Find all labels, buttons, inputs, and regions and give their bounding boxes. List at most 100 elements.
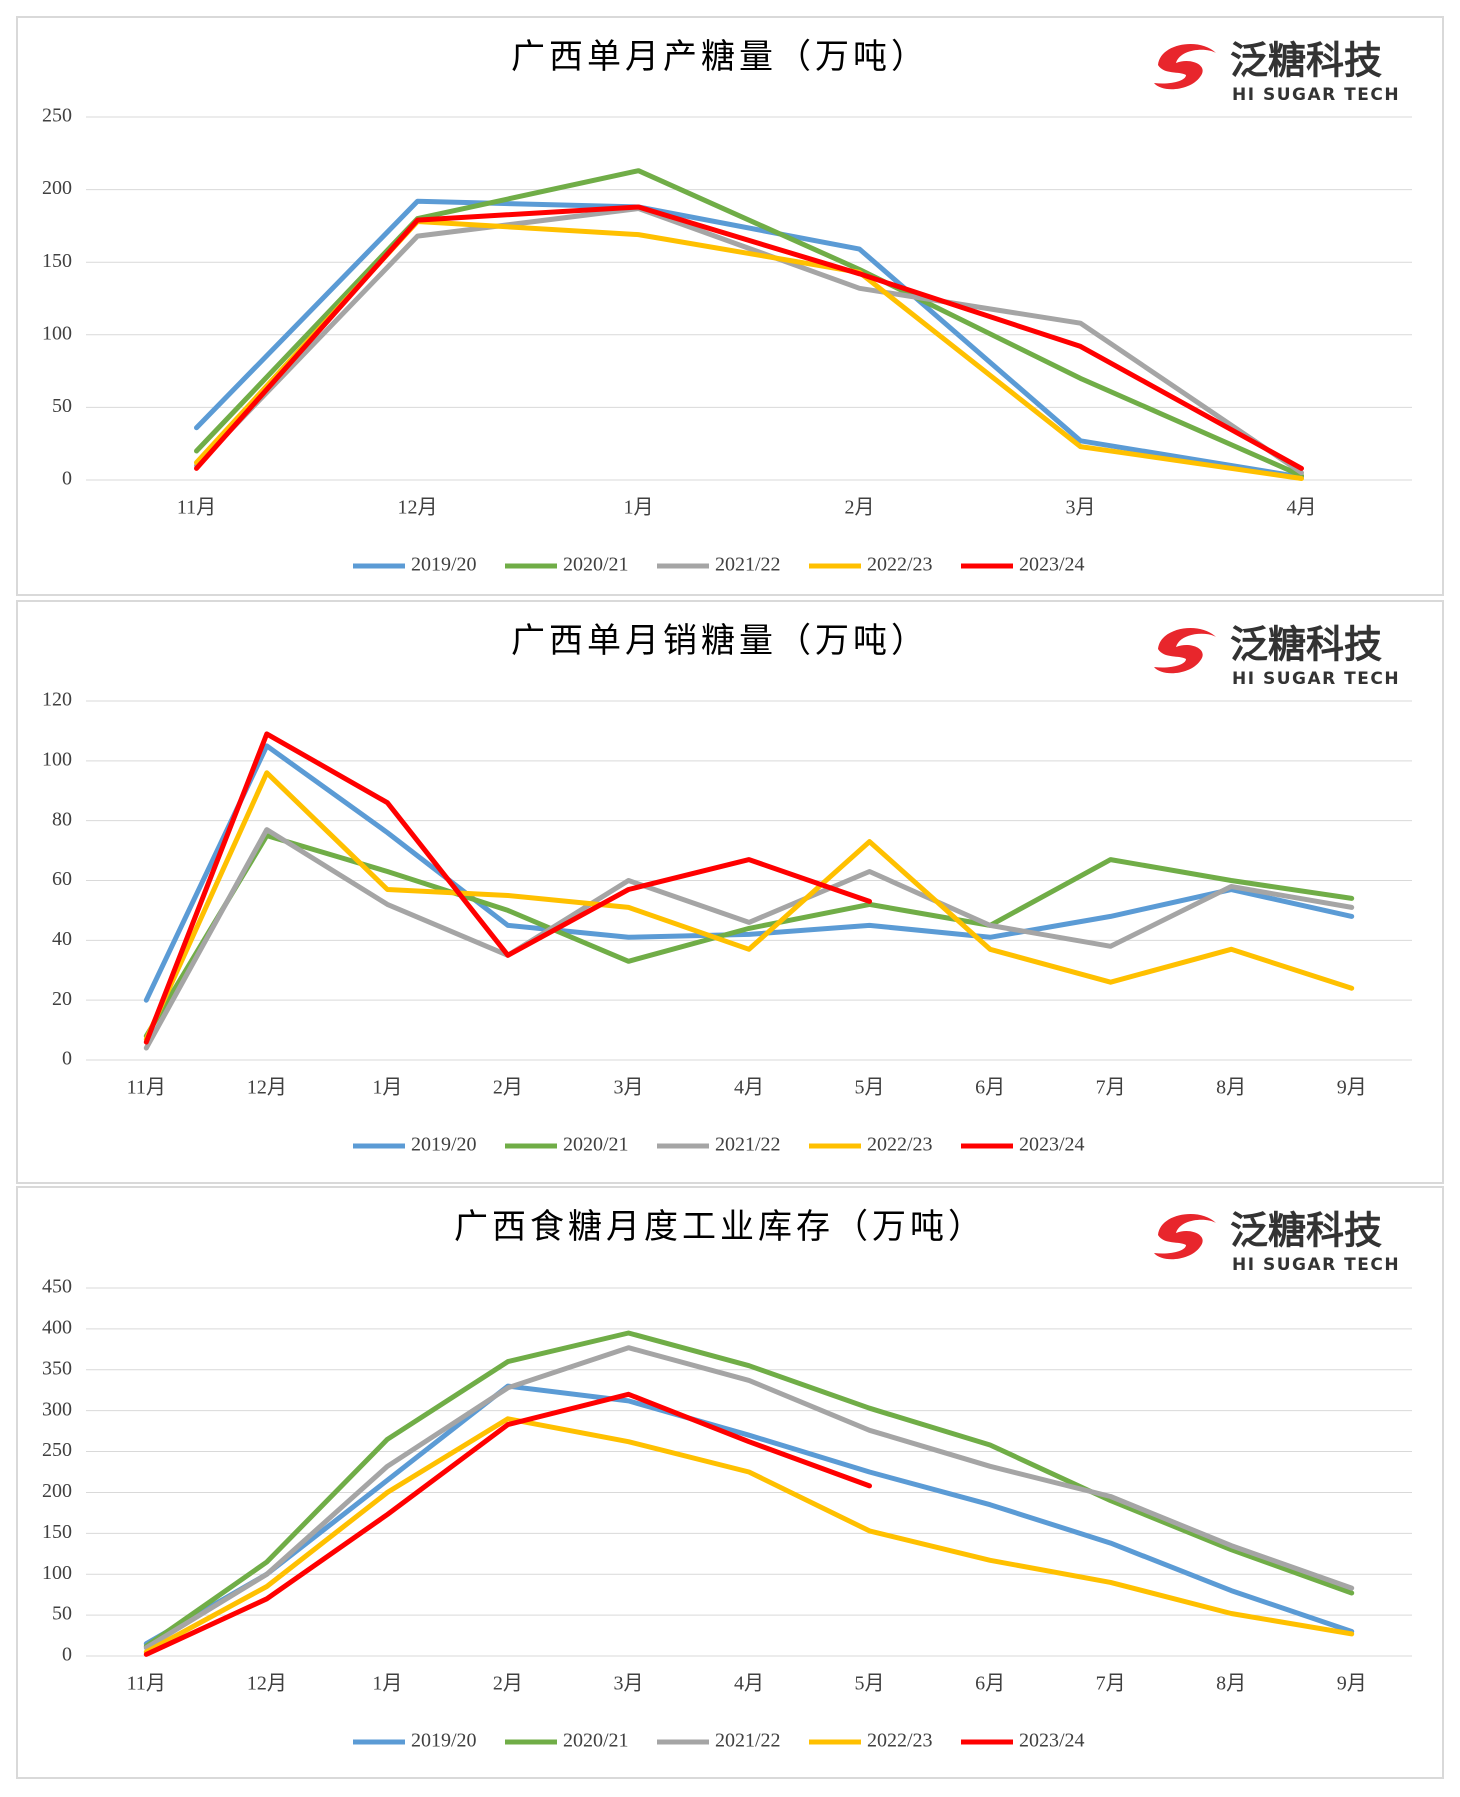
x-tick-label: 7月 xyxy=(1096,1077,1126,1099)
logo-subtext: HI SUGAR TECH xyxy=(1232,669,1400,689)
series-line xyxy=(143,1345,1355,1651)
x-tick-label: 4月 xyxy=(734,1673,764,1695)
x-tick-label: 5月 xyxy=(855,1673,885,1695)
x-tick-label: 1月 xyxy=(624,497,654,519)
y-tick-label: 20 xyxy=(52,988,72,1010)
x-tick-label: 12月 xyxy=(247,1077,287,1099)
logo-subtext: HI SUGAR TECH xyxy=(1232,1255,1400,1275)
legend-label: 2020/21 xyxy=(563,554,629,576)
x-tick-label: 3月 xyxy=(613,1077,643,1099)
y-tick-label: 100 xyxy=(42,1562,72,1584)
x-tick-label: 12月 xyxy=(247,1673,287,1695)
y-tick-label: 0 xyxy=(62,1048,72,1070)
series-line xyxy=(194,168,1304,479)
y-tick-label: 50 xyxy=(52,395,72,417)
x-tick-label: 1月 xyxy=(372,1077,402,1099)
x-tick-label: 11月 xyxy=(127,1077,166,1099)
x-tick-label: 1月 xyxy=(372,1673,402,1695)
chart-border xyxy=(16,16,1444,596)
x-tick-label: 4月 xyxy=(1287,497,1317,519)
logo-text: 泛糖科技 xyxy=(1230,39,1382,83)
y-tick-label: 60 xyxy=(52,868,72,890)
legend-label: 2022/23 xyxy=(867,1134,933,1156)
x-tick-label: 4月 xyxy=(734,1077,764,1099)
logo-icon xyxy=(1154,627,1216,674)
y-tick-label: 100 xyxy=(42,748,72,770)
series-line xyxy=(143,1416,1355,1655)
legend-label: 2020/21 xyxy=(563,1730,629,1752)
x-tick-label: 3月 xyxy=(1066,497,1096,519)
y-tick-label: 120 xyxy=(42,689,72,711)
y-tick-label: 80 xyxy=(52,808,72,830)
chart-title: 广西食糖月度工业库存（万吨） xyxy=(454,1207,986,1247)
x-tick-label: 2月 xyxy=(845,497,875,519)
series-line xyxy=(143,743,1355,1003)
y-tick-label: 450 xyxy=(42,1276,72,1298)
logo-icon xyxy=(1154,1213,1216,1260)
x-tick-label: 9月 xyxy=(1337,1673,1367,1695)
y-tick-label: 100 xyxy=(42,322,72,344)
logo-subtext: HI SUGAR TECH xyxy=(1232,85,1400,105)
y-tick-label: 300 xyxy=(42,1398,72,1420)
y-tick-label: 350 xyxy=(42,1357,72,1379)
legend-label: 2019/20 xyxy=(411,554,477,576)
x-tick-label: 12月 xyxy=(398,497,438,519)
chart-border xyxy=(16,600,1444,1184)
legend-label: 2019/20 xyxy=(411,1730,477,1752)
legend-label: 2022/23 xyxy=(867,554,933,576)
legend-label: 2022/23 xyxy=(867,1730,933,1752)
series-line xyxy=(143,770,1355,1042)
y-tick-label: 0 xyxy=(62,1644,72,1666)
y-tick-label: 0 xyxy=(62,468,72,490)
series-line xyxy=(143,1383,1355,1647)
x-tick-label: 6月 xyxy=(975,1673,1005,1695)
chart-border xyxy=(16,1186,1444,1779)
y-tick-label: 150 xyxy=(42,250,72,272)
y-tick-label: 40 xyxy=(52,928,72,950)
series-line xyxy=(143,827,1355,1051)
chart-title: 广西单月产糖量（万吨） xyxy=(511,37,929,77)
logo-text: 泛糖科技 xyxy=(1230,623,1382,667)
logo-icon xyxy=(1154,43,1216,90)
legend-label: 2021/22 xyxy=(715,554,781,576)
legend-label: 2021/22 xyxy=(715,1134,781,1156)
legend-label: 2023/24 xyxy=(1019,1730,1085,1752)
series-line xyxy=(194,198,1304,480)
logo-text: 泛糖科技 xyxy=(1230,1209,1382,1253)
legend-label: 2019/20 xyxy=(411,1134,477,1156)
x-tick-label: 8月 xyxy=(1216,1673,1246,1695)
y-tick-label: 150 xyxy=(42,1521,72,1543)
y-tick-label: 250 xyxy=(42,1439,72,1461)
series-line xyxy=(194,204,1304,471)
y-tick-label: 200 xyxy=(42,1480,72,1502)
x-tick-label: 5月 xyxy=(855,1077,885,1099)
x-tick-label: 2月 xyxy=(493,1673,523,1695)
x-tick-label: 11月 xyxy=(127,1673,166,1695)
y-tick-label: 250 xyxy=(42,105,72,127)
series-line xyxy=(143,1391,872,1657)
x-tick-label: 11月 xyxy=(177,497,216,519)
legend-label: 2023/24 xyxy=(1019,554,1085,576)
x-tick-label: 2月 xyxy=(493,1077,523,1099)
legend-label: 2023/24 xyxy=(1019,1134,1085,1156)
legend-label: 2020/21 xyxy=(563,1134,629,1156)
chart-title: 广西单月销糖量（万吨） xyxy=(511,621,929,661)
y-tick-label: 50 xyxy=(52,1603,72,1625)
x-tick-label: 7月 xyxy=(1096,1673,1126,1695)
x-tick-label: 8月 xyxy=(1216,1077,1246,1099)
legend-label: 2021/22 xyxy=(715,1730,781,1752)
y-tick-label: 200 xyxy=(42,177,72,199)
series-line xyxy=(143,1330,1355,1649)
x-tick-label: 9月 xyxy=(1337,1077,1367,1099)
series-line xyxy=(143,731,872,1045)
x-tick-label: 3月 xyxy=(613,1673,643,1695)
series-line xyxy=(194,206,1304,476)
y-tick-label: 400 xyxy=(42,1316,72,1338)
